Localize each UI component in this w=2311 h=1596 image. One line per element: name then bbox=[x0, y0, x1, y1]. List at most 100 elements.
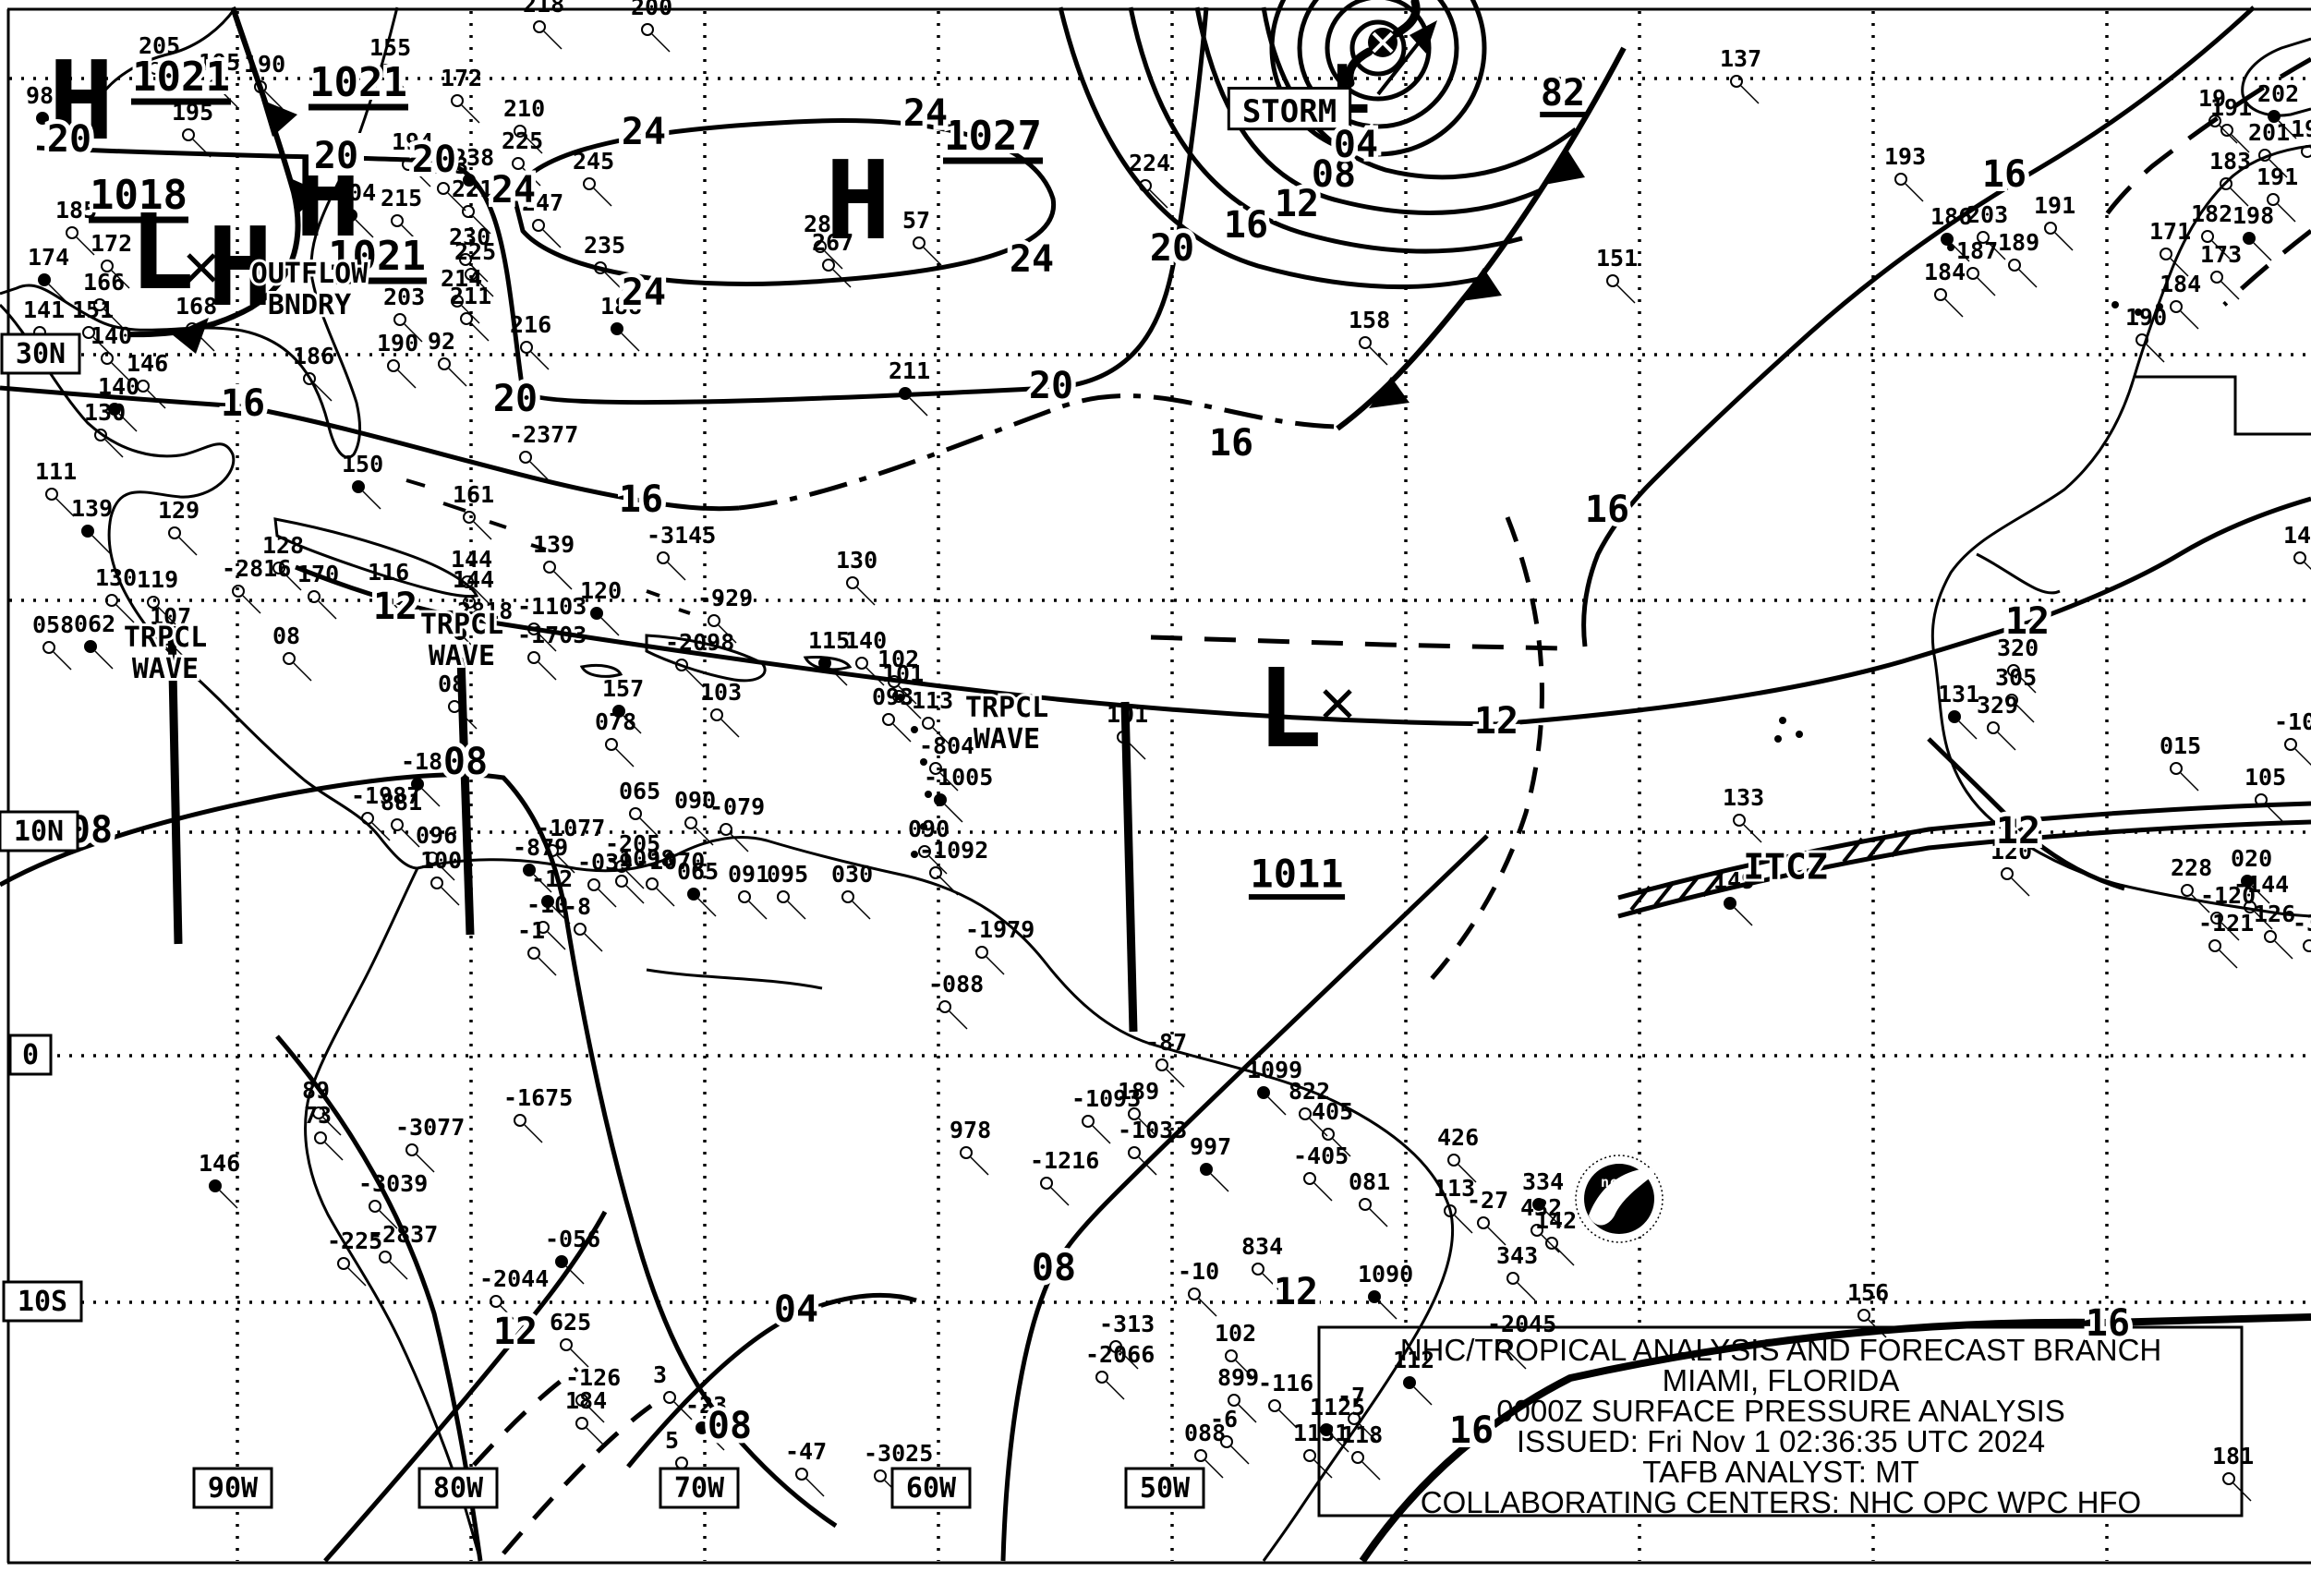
station-circle bbox=[451, 295, 464, 308]
station-value: 065 bbox=[619, 778, 660, 804]
station-plot: 190 bbox=[244, 51, 285, 110]
station-leader bbox=[111, 362, 130, 381]
station-circle bbox=[1220, 1435, 1233, 1448]
station-leader bbox=[852, 901, 871, 920]
station-plot: 191 bbox=[2210, 94, 2252, 153]
station-leader bbox=[159, 72, 178, 91]
station-circle bbox=[605, 738, 618, 751]
station-leader bbox=[397, 369, 417, 389]
station-leader bbox=[2230, 187, 2249, 207]
station-circle bbox=[675, 659, 688, 671]
station-circle bbox=[560, 1338, 573, 1351]
station-plot: -1103 bbox=[517, 593, 587, 652]
station-circle bbox=[209, 79, 222, 91]
station-circle bbox=[438, 357, 451, 370]
station-leader bbox=[94, 650, 114, 670]
station-circle bbox=[846, 576, 859, 589]
station-circle bbox=[777, 890, 790, 903]
center-pressure-label: 1021 bbox=[132, 54, 230, 101]
station-circle bbox=[1857, 1309, 1870, 1322]
station-plot: 130 bbox=[84, 399, 126, 458]
station-value: -1987 bbox=[351, 782, 420, 809]
station-plot: -23 bbox=[685, 1392, 727, 1451]
station-circle bbox=[882, 713, 895, 726]
station-leader bbox=[1138, 1156, 1157, 1176]
station-leader bbox=[621, 332, 640, 352]
station-leader bbox=[469, 263, 489, 283]
contour-label: 16 bbox=[1982, 153, 2027, 196]
station-value: 198 bbox=[2232, 202, 2274, 229]
station-value: 168 bbox=[175, 293, 217, 320]
station-circle bbox=[2170, 762, 2183, 775]
station-plot: -225 bbox=[327, 1227, 382, 1287]
station-plot: -1033 bbox=[1118, 1117, 1187, 1176]
station-leader bbox=[898, 685, 917, 705]
station-leader bbox=[2232, 1482, 2252, 1502]
station-circle bbox=[1977, 231, 1990, 244]
station-circle bbox=[1225, 1349, 1238, 1362]
station-leader bbox=[441, 887, 460, 906]
station-circle bbox=[137, 380, 150, 393]
station-circle bbox=[1966, 267, 1979, 280]
station-plot: 182 bbox=[2191, 200, 2232, 260]
station-value: -1093 bbox=[1071, 1085, 1141, 1112]
station-circle bbox=[1320, 1423, 1333, 1436]
station-value: 205 bbox=[139, 32, 180, 59]
station-value: -2377 bbox=[509, 421, 578, 448]
lat-label-box bbox=[0, 332, 81, 375]
station-circle bbox=[391, 818, 404, 831]
dashed-arc-chile-2 bbox=[502, 1403, 653, 1555]
station-leader bbox=[322, 1117, 342, 1136]
station-leader bbox=[401, 224, 420, 244]
station-plot: -1877 bbox=[401, 748, 470, 807]
station-circle bbox=[527, 947, 540, 960]
station-leader bbox=[2220, 922, 2240, 941]
station-value: 225 bbox=[502, 127, 543, 154]
contour-label: 12 bbox=[2005, 600, 2050, 643]
station-plot: 156 bbox=[1847, 1279, 1889, 1338]
station-leader bbox=[1997, 732, 2016, 751]
station-leader bbox=[730, 833, 749, 852]
station-leader bbox=[986, 956, 1005, 975]
station-plot: 128 bbox=[262, 532, 304, 591]
station-plot: -7 bbox=[1337, 1383, 1377, 1442]
station-plot: -319 bbox=[2293, 910, 2311, 952]
station-circle bbox=[514, 1114, 526, 1127]
station-plot: 030 bbox=[831, 861, 873, 920]
station-leader bbox=[538, 661, 557, 681]
station-circle bbox=[2220, 124, 2233, 137]
station-value: 133 bbox=[1723, 784, 1764, 811]
station-plot: 119 bbox=[137, 566, 178, 625]
station-plot: 1099 bbox=[1247, 1057, 1302, 1116]
station-plot: -1070 bbox=[635, 848, 705, 907]
station-plot: -87 bbox=[1145, 1029, 1187, 1088]
station-plot: -10 bbox=[526, 891, 568, 950]
station-plot: -2044 bbox=[479, 1265, 549, 1324]
station-leader bbox=[530, 351, 550, 370]
annotation-text: WAVE bbox=[132, 653, 199, 685]
station-circle bbox=[532, 219, 545, 232]
station-value: -12 bbox=[531, 865, 573, 892]
station-leader bbox=[404, 323, 423, 343]
station-circle bbox=[934, 793, 947, 806]
station-plot: 98 bbox=[26, 82, 66, 141]
station-leader bbox=[524, 1124, 543, 1143]
station-circle bbox=[2243, 232, 2256, 245]
station-circle bbox=[2210, 271, 2223, 284]
center-glyph-l: L bbox=[128, 187, 194, 314]
station-circle bbox=[1506, 1272, 1519, 1285]
station-leader bbox=[379, 1210, 398, 1229]
title-line-4: ISSUED: Fri Nov 1 02:36:35 UTC 2024 bbox=[1517, 1424, 2045, 1458]
station-circle bbox=[1934, 288, 1947, 301]
station-circle bbox=[590, 607, 603, 620]
station-value: 093 bbox=[872, 683, 914, 710]
station-leader bbox=[651, 33, 671, 53]
contour-label: 24 bbox=[622, 111, 666, 153]
station-leader bbox=[2054, 232, 2074, 251]
station-circle bbox=[641, 23, 654, 36]
station-value: 100 bbox=[420, 847, 462, 874]
station-value: -10 bbox=[1178, 1258, 1219, 1285]
